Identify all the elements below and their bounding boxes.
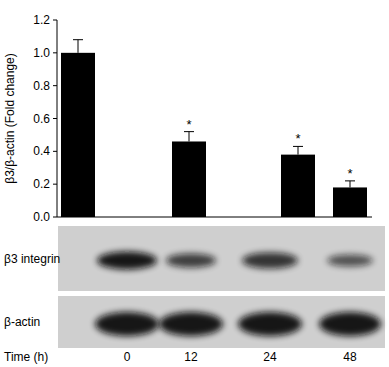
category-label: 48	[343, 350, 357, 364]
bar	[61, 53, 95, 217]
error-stem	[189, 132, 190, 142]
y-tick-label: 1.2	[33, 13, 50, 27]
significance: *	[186, 117, 191, 132]
blot-band	[159, 312, 223, 336]
y-tick-label: 0.4	[33, 144, 50, 158]
blot-background	[58, 226, 385, 291]
blot-band	[327, 255, 373, 267]
bar	[281, 155, 315, 217]
y-tick	[53, 151, 57, 152]
y-tick	[53, 217, 57, 218]
category-label: 24	[263, 350, 277, 364]
y-tick	[53, 85, 57, 86]
blot-band	[166, 254, 216, 268]
error-stem	[350, 181, 351, 188]
error-bar	[345, 181, 355, 188]
y-axis-label: β3/β-actin (Fold change)	[3, 53, 17, 184]
y-tick-label: 0.2	[33, 177, 50, 191]
x-axis-label: Time (h)	[4, 350, 48, 364]
y-tick	[53, 118, 57, 119]
error-stem	[298, 146, 299, 154]
bars	[61, 40, 367, 217]
y-tick-label: 0.6	[33, 112, 50, 126]
bar	[172, 141, 206, 217]
category-label: 0	[124, 350, 131, 364]
significance: *	[295, 131, 300, 146]
y-tick-label: 0.0	[33, 210, 50, 224]
y-tick	[53, 184, 57, 185]
y-tick	[53, 20, 57, 21]
y-tick-label: 1.0	[33, 46, 50, 60]
blot-band	[242, 253, 298, 269]
error-stem	[78, 40, 79, 53]
blot-band	[238, 312, 302, 336]
category-label: 12	[184, 350, 198, 364]
blot-background	[58, 296, 385, 348]
x-axis	[57, 217, 372, 218]
y-tick-label: 0.8	[33, 79, 50, 93]
blot-band	[97, 252, 157, 270]
significance: *	[347, 166, 352, 181]
blot-band	[319, 312, 381, 336]
error-cap	[73, 39, 83, 40]
error-bar	[293, 146, 303, 154]
figure: 0.0 0.2 0.4 0.6 0.8 1.0 1.2 β3/β-actin (Fold ch…	[0, 0, 389, 367]
blot-band	[95, 312, 159, 336]
bar	[333, 187, 367, 217]
blot-label: β-actin	[4, 315, 40, 329]
blot-label: β3 integrin	[4, 252, 60, 266]
error-bar	[73, 40, 83, 53]
error-bar	[184, 132, 194, 142]
y-tick	[53, 52, 57, 53]
